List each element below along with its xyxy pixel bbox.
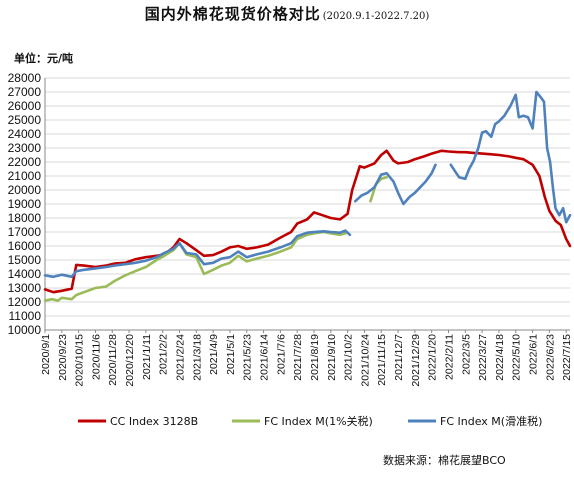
x-tick-label: 2021/2/2 bbox=[158, 334, 170, 375]
series-line-3 bbox=[449, 90, 572, 224]
x-tick-label: 2021/12/29 bbox=[410, 334, 422, 387]
x-tick-label: 2021/4/9 bbox=[208, 334, 220, 375]
x-tick-label: 2022/3/5 bbox=[460, 334, 472, 375]
x-tick-label: 2021/5/23 bbox=[242, 334, 254, 381]
y-tick-label: 16000 bbox=[8, 239, 42, 253]
y-tick-label: 23000 bbox=[8, 141, 42, 155]
x-tick-label: 2021/8/19 bbox=[309, 334, 321, 381]
x-tick-label: 2022/7/15 bbox=[561, 334, 573, 381]
y-tick-label: 22000 bbox=[8, 155, 42, 169]
x-tick-label: 2020/11/28 bbox=[107, 334, 119, 386]
x-tick-label: 2021/2/24 bbox=[174, 334, 186, 381]
x-tick-label: 2021/10/24 bbox=[359, 334, 371, 387]
x-tick-label: 2020/11/6 bbox=[90, 334, 102, 380]
y-tick-label: 19000 bbox=[8, 197, 42, 211]
x-tick-label: 2022/4/18 bbox=[494, 334, 506, 381]
x-tick-label: 2021/11/15 bbox=[376, 334, 388, 386]
legend-label-3: FC Index M(滑准税) bbox=[440, 414, 542, 428]
x-tick-label: 2022/5/10 bbox=[511, 334, 523, 381]
y-tick-label: 15000 bbox=[8, 253, 42, 267]
x-tick-label: 2020/12/20 bbox=[124, 334, 136, 387]
x-tick-label: 2021/1/11 bbox=[141, 334, 153, 380]
legend-label-1: CC Index 3128B bbox=[110, 415, 198, 428]
y-tick-label: 24000 bbox=[8, 127, 42, 141]
x-tick-label: 2020/9/23 bbox=[57, 334, 69, 381]
y-tick-label: 27000 bbox=[8, 85, 42, 99]
x-tick-label: 2021/7/6 bbox=[275, 334, 287, 375]
x-tick-label: 2021/3/18 bbox=[191, 334, 203, 381]
y-tick-label: 12000 bbox=[8, 295, 42, 309]
chart-title-range: (2020.9.1-2022.7.20) bbox=[322, 11, 430, 22]
x-tick-label: 2022/6/1 bbox=[528, 334, 540, 375]
x-tick-label: 2021/12/7 bbox=[393, 334, 405, 381]
y-tick-label: 17000 bbox=[8, 225, 42, 239]
legend-label-2: FC Index M(1%关税) bbox=[264, 414, 373, 428]
x-tick-label: 2022/6/23 bbox=[544, 334, 556, 381]
y-tick-label: 11000 bbox=[9, 309, 42, 323]
chart-title: 国内外棉花现货价格对比 (2020.9.1-2022.7.20) bbox=[0, 3, 574, 24]
x-tick-label: 2021/7/28 bbox=[292, 334, 304, 381]
y-tick-label: 18000 bbox=[8, 211, 42, 225]
x-tick-label: 2020/9/1 bbox=[40, 334, 52, 375]
y-tick-label: 28000 bbox=[8, 71, 42, 85]
data-source-note: 数据来源：棉花展望BCO bbox=[383, 454, 506, 467]
x-tick-label: 2022/2/11 bbox=[443, 334, 455, 380]
y-tick-label: 13000 bbox=[8, 281, 42, 295]
x-tick-label: 2020/10/15 bbox=[74, 334, 86, 387]
chart-title-main: 国内外棉花现货价格对比 bbox=[144, 5, 321, 23]
series-line-1 bbox=[43, 149, 572, 294]
y-tick-label: 14000 bbox=[8, 267, 42, 281]
x-tick-label: 2022/1/20 bbox=[427, 334, 439, 381]
x-tick-label: 2021/6/14 bbox=[259, 334, 271, 381]
x-tick-label: 2021/5/1 bbox=[225, 334, 237, 375]
series-line-2 bbox=[43, 230, 347, 302]
series-line-3 bbox=[43, 229, 352, 279]
y-tick-label: 10000 bbox=[8, 323, 42, 337]
x-tick-label: 2021/9/10 bbox=[326, 334, 338, 381]
y-tick-label: 26000 bbox=[8, 99, 42, 113]
y-unit-label: 单位：元/吨 bbox=[14, 52, 74, 65]
x-tick-label: 2022/3/27 bbox=[477, 334, 489, 381]
y-tick-label: 21000 bbox=[8, 169, 42, 183]
x-tick-label: 2021/10/2 bbox=[343, 334, 355, 381]
y-tick-label: 20000 bbox=[8, 183, 42, 197]
series-line-3 bbox=[354, 163, 437, 206]
y-tick-label: 25000 bbox=[8, 113, 42, 127]
